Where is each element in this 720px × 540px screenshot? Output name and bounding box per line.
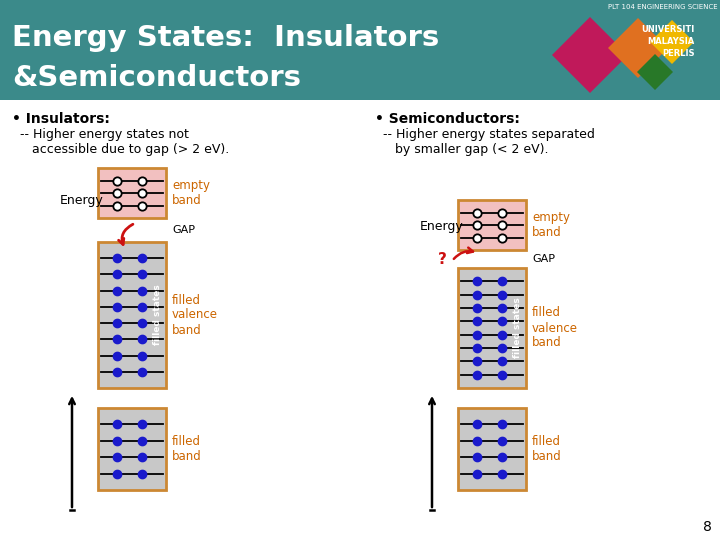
- Text: by smaller gap (< 2 eV).: by smaller gap (< 2 eV).: [375, 143, 549, 156]
- Polygon shape: [637, 54, 673, 90]
- Text: • Semiconductors:: • Semiconductors:: [375, 112, 520, 126]
- Text: accessible due to gap (> 2 eV).: accessible due to gap (> 2 eV).: [12, 143, 229, 156]
- Bar: [98, 168, 166, 218]
- Bar: [0, 0, 720, 100]
- Text: GAP: GAP: [532, 254, 555, 264]
- Text: PLT 104 ENGINEERING SCIENCE: PLT 104 ENGINEERING SCIENCE: [608, 4, 718, 10]
- Text: • Insulators:: • Insulators:: [12, 112, 110, 126]
- Bar: [98, 408, 166, 490]
- Text: filled
valence
band: filled valence band: [532, 307, 578, 349]
- Text: PERLIS: PERLIS: [662, 50, 695, 58]
- Text: filled states: filled states: [153, 285, 163, 346]
- Text: ?: ?: [438, 252, 446, 267]
- Text: GAP: GAP: [172, 225, 195, 235]
- Text: -- Higher energy states separated: -- Higher energy states separated: [375, 128, 595, 141]
- Text: filled
band: filled band: [532, 435, 562, 463]
- Text: filled
band: filled band: [172, 435, 202, 463]
- Text: &Semiconductors: &Semiconductors: [12, 64, 301, 92]
- Text: filled states: filled states: [513, 298, 523, 359]
- Polygon shape: [650, 20, 694, 64]
- Polygon shape: [552, 17, 628, 93]
- Text: empty
band: empty band: [532, 211, 570, 239]
- Text: 8: 8: [703, 520, 712, 534]
- Polygon shape: [608, 18, 668, 78]
- Bar: [458, 408, 526, 490]
- Text: filled
valence
band: filled valence band: [172, 294, 218, 336]
- Text: Energy States:  Insulators: Energy States: Insulators: [12, 24, 439, 52]
- Bar: [458, 268, 526, 388]
- Text: UNIVERSITI: UNIVERSITI: [642, 25, 695, 35]
- Text: empty
band: empty band: [172, 179, 210, 207]
- Bar: [98, 242, 166, 388]
- Bar: [458, 200, 526, 250]
- Text: Energy: Energy: [420, 220, 464, 233]
- Text: -- Higher energy states not: -- Higher energy states not: [12, 128, 189, 141]
- Text: Energy: Energy: [60, 194, 104, 207]
- Text: MALAYSIA: MALAYSIA: [648, 37, 695, 46]
